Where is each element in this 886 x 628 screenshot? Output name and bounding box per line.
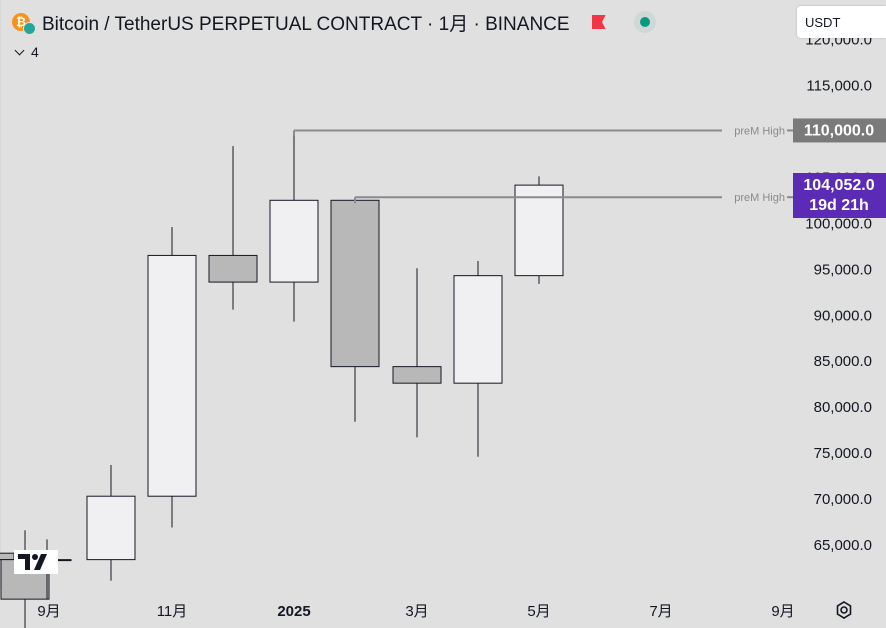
tether-icon (23, 22, 36, 35)
y-tick-label: 85,000.0 (814, 353, 872, 370)
y-tick-label: 90,000.0 (814, 307, 872, 324)
y-tick-label: 80,000.0 (814, 399, 872, 416)
y-tick-label: 75,000.0 (814, 445, 872, 462)
bitcoin-icon: ₿ (12, 13, 36, 35)
y-tick-label: 70,000.0 (814, 491, 872, 508)
candle-body (392, 366, 442, 384)
indicators-toggle[interactable]: 4 (14, 44, 39, 60)
x-tick-label: 11月 (157, 603, 188, 620)
tradingview-logo-icon[interactable] (14, 550, 58, 574)
x-tick-label: 9月 (37, 603, 60, 620)
candle-body (147, 254, 197, 497)
last-price-tag (793, 173, 886, 218)
last-price-tag-text: 104,052.0 (803, 177, 874, 194)
candle-body (514, 184, 564, 277)
symbol-title[interactable]: Bitcoin / TetherUS PERPETUAL CONTRACT · … (42, 13, 570, 35)
candle-body (86, 495, 136, 561)
y-tick-label: 100,000.0 (805, 215, 872, 232)
flag-icon[interactable] (591, 15, 606, 29)
prem-high-price-tag-text: 110,000.0 (804, 122, 874, 139)
prem-high-label: preM High (734, 192, 785, 204)
x-tick-label: 3月 (405, 603, 428, 620)
y-tick-label: 95,000.0 (814, 261, 872, 278)
indicator-count: 4 (31, 44, 39, 60)
candle-body (330, 199, 380, 368)
y-tick-label: 115,000.0 (806, 78, 872, 95)
last-price-tag-text: 19d 21h (809, 197, 869, 214)
x-tick-label: 7月 (649, 603, 672, 620)
chevron-down-icon (14, 45, 25, 55)
market-status-icon[interactable] (633, 11, 656, 33)
y-tick-label: 65,000.0 (814, 537, 872, 554)
currency-value: USDT (805, 14, 841, 30)
chart-header[interactable]: ₿ Bitcoin / TetherUS PERPETUAL CONTRACT … (12, 10, 656, 35)
candle-body (208, 254, 258, 283)
candle-body (453, 275, 503, 384)
live-dot-icon (639, 17, 650, 27)
candle-body (0, 552, 15, 561)
currency-select[interactable]: USDT (797, 6, 886, 38)
settings-gear-icon[interactable] (834, 600, 854, 620)
x-tick-label: 9月 (771, 603, 794, 620)
candle-body (269, 199, 319, 283)
prem-high-label: preM High (734, 125, 785, 137)
x-tick-label: 5月 (527, 603, 550, 620)
prem-high-price-tag (793, 118, 886, 143)
x-tick-label: 2025 (277, 603, 310, 620)
